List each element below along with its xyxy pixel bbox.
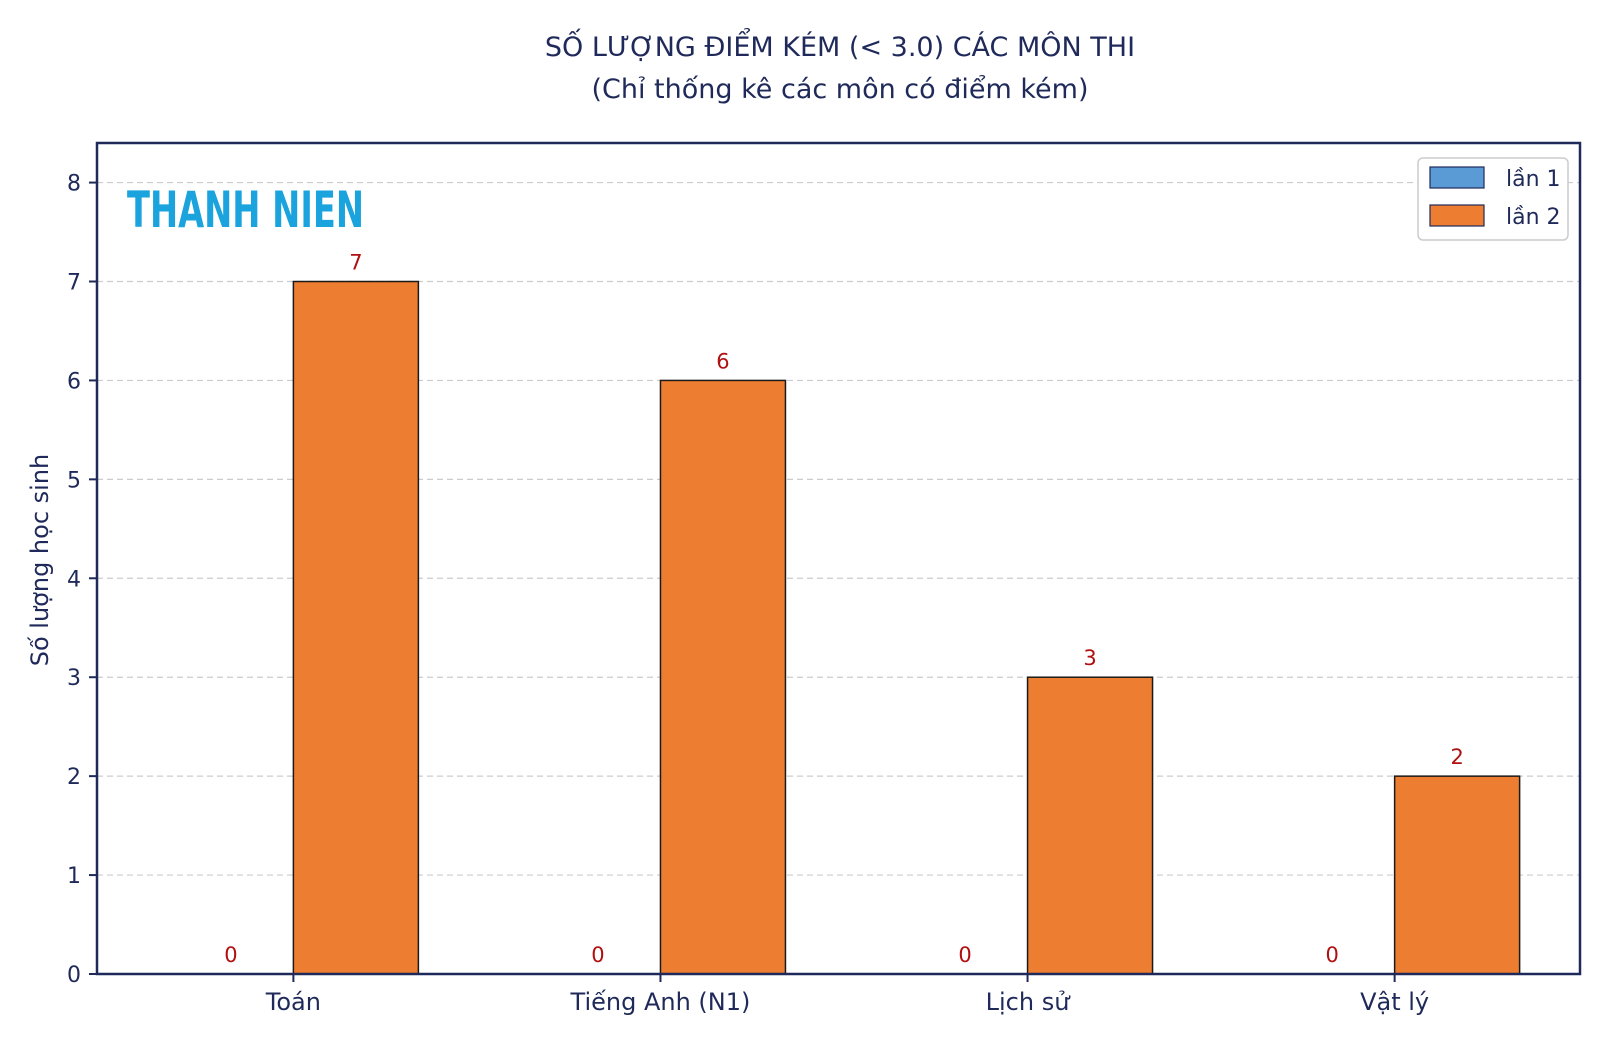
bars bbox=[292, 280, 1521, 975]
y-tick-label-4: 4 bbox=[67, 567, 81, 592]
y-tick-label-6: 6 bbox=[67, 369, 81, 394]
data-label-2-series-0: 0 bbox=[958, 943, 971, 967]
bar-3-series-1 bbox=[1393, 775, 1521, 975]
chart-subtitle: (Chỉ thống kê các môn có điểm kém) bbox=[591, 74, 1088, 105]
legend-swatch-lan-2 bbox=[1429, 204, 1485, 227]
y-tick-label-5: 5 bbox=[67, 468, 81, 493]
watermark-text: THANH NIEN bbox=[127, 181, 364, 239]
bar-2-series-1 bbox=[1026, 676, 1154, 975]
x-tick-label-0: Toán bbox=[265, 988, 321, 1016]
legend: lần 1 lần 2 bbox=[1417, 157, 1569, 241]
data-label-0-series-1: 7 bbox=[349, 251, 362, 275]
y-tick-label-0: 0 bbox=[67, 963, 81, 988]
y-tick-label-2: 2 bbox=[67, 765, 81, 790]
bar-1-series-1 bbox=[659, 379, 787, 975]
y-axis-ticks: 0 1 2 3 4 5 6 7 8 bbox=[67, 172, 97, 988]
grid-lines bbox=[97, 181, 1580, 876]
data-labels: 0 7 0 6 0 3 0 2 bbox=[224, 251, 1464, 968]
data-label-1-series-1: 6 bbox=[716, 349, 729, 373]
legend-swatch-lan-1 bbox=[1429, 166, 1485, 189]
y-tick-label-7: 7 bbox=[67, 271, 81, 296]
legend-label-lan-1: lần 1 bbox=[1506, 167, 1561, 192]
x-axis-ticks: Toán Tiếng Anh (N1) Lịch sử Vật lý bbox=[265, 974, 1429, 1016]
x-tick-label-1: Tiếng Anh (N1) bbox=[570, 988, 751, 1016]
plot-frame bbox=[95, 141, 1582, 976]
y-tick-label-3: 3 bbox=[67, 666, 81, 691]
chart-title: SỐ LƯỢNG ĐIỂM KÉM (< 3.0) CÁC MÔN THI bbox=[545, 28, 1135, 63]
legend-label-lan-2: lần 2 bbox=[1506, 205, 1561, 230]
data-label-1-series-0: 0 bbox=[591, 943, 604, 967]
data-label-3-series-0: 0 bbox=[1325, 943, 1338, 967]
y-axis-label: Số lượng học sinh bbox=[26, 454, 54, 667]
y-tick-label-8: 8 bbox=[67, 172, 81, 197]
data-label-2-series-1: 3 bbox=[1083, 646, 1096, 670]
data-label-3-series-1: 2 bbox=[1450, 745, 1463, 769]
x-tick-label-2: Lịch sử bbox=[986, 988, 1072, 1016]
y-tick-label-1: 1 bbox=[67, 864, 81, 889]
bar-0-series-1 bbox=[292, 280, 420, 975]
x-tick-label-3: Vật lý bbox=[1360, 988, 1429, 1016]
watermark-logo: THANH NIEN bbox=[127, 181, 364, 239]
data-label-0-series-0: 0 bbox=[224, 943, 237, 967]
